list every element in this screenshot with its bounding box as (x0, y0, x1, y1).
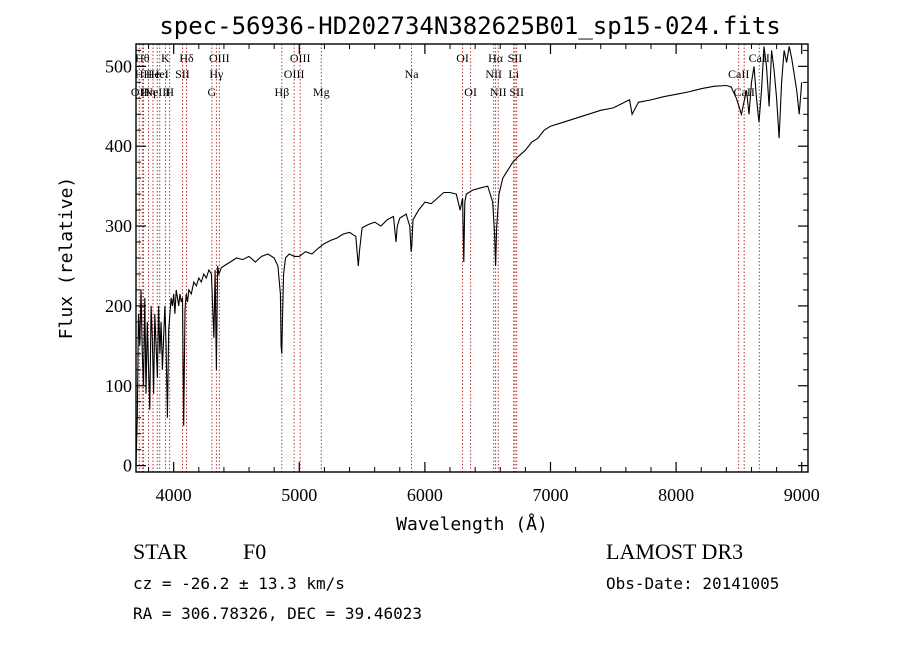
spectral-line-label: K (161, 51, 170, 65)
spectral-line-label: OI (456, 51, 469, 65)
spectral-line-label: OIII (209, 51, 230, 65)
spectral-line-label: HH (135, 67, 153, 81)
y-axis-label: Flux (relative) (56, 177, 77, 340)
spectral-line-label: G (208, 85, 217, 99)
spectral-line-label: H (165, 85, 174, 99)
spectral-line-label: Li (508, 67, 519, 81)
object-subclass: F0 (243, 539, 266, 564)
x-tick-label: 8000 (658, 485, 694, 505)
spectral-line-label: CaII (734, 85, 755, 99)
spectral-line-markers (138, 44, 760, 472)
survey-name: LAMOST DR3 (606, 539, 743, 564)
x-tick-label: 9000 (784, 485, 820, 505)
spectral-line-label: HeI (151, 67, 169, 81)
spectral-line-label: OII (131, 85, 148, 99)
spectral-line-label: CaII (728, 67, 749, 81)
spectral-line-label: OI (464, 85, 477, 99)
spectral-line-label: Na (405, 67, 420, 81)
spectrum-line (135, 46, 803, 466)
spectral-line-label: Hγ (209, 67, 224, 81)
spectral-line-labels: OIIHθHHHηHeNeIIIHeIKHSIIHδGHγOIIIHβOIIIO… (131, 51, 770, 99)
spectral-line-label: Hη (141, 85, 156, 99)
spectral-line-label: OIII (284, 67, 305, 81)
x-axis-ticks: 4000 5000 6000 7000 8000 9000 (148, 44, 820, 505)
y-tick-label: 0 (123, 456, 132, 476)
spectral-line-label: Hθ (135, 51, 150, 65)
spectral-line-label: SII (509, 85, 524, 99)
x-tick-label: 6000 (407, 485, 443, 505)
y-tick-label: 100 (105, 376, 132, 396)
x-tick-label: 5000 (281, 485, 317, 505)
x-tick-label: 4000 (156, 485, 192, 505)
y-tick-label: 500 (105, 56, 132, 76)
object-class: STAR (133, 539, 188, 564)
y-tick-label: 400 (105, 136, 132, 156)
spectral-line-label: SII (508, 51, 523, 65)
observation-date: Obs-Date: 20141005 (606, 574, 779, 593)
spectral-line-label: Hβ (274, 85, 289, 99)
spectral-line-label: Hα (488, 51, 504, 65)
spectral-line-label: SII (175, 67, 190, 81)
x-tick-label: 7000 (533, 485, 569, 505)
info-panel: STAR F0 LAMOST DR3 cz = -26.2 ± 13.3 km/… (133, 539, 779, 623)
spectral-line-label: He (146, 67, 160, 81)
x-axis-label: Wavelength (Å) (396, 513, 548, 535)
spectral-line-label: NII (485, 67, 502, 81)
spectral-line-label: Hδ (179, 51, 194, 65)
spectral-line-label: CaII (749, 51, 770, 65)
spectral-line-label: OIII (290, 51, 311, 65)
y-tick-label: 300 (105, 216, 132, 236)
coordinates: RA = 306.78326, DEC = 39.46023 (133, 604, 422, 623)
spectral-line-label: NII (490, 85, 507, 99)
spectral-line-label: NeIII (144, 85, 170, 99)
spectral-line-label: Mg (313, 85, 330, 99)
y-axis-ticks: 0 100 200 300 400 500 (105, 49, 808, 476)
redshift-value: cz = -26.2 ± 13.3 km/s (133, 574, 345, 593)
chart-title: spec-56936-HD202734N382625B01_sp15-024.f… (159, 12, 780, 40)
y-tick-label: 200 (105, 296, 132, 316)
